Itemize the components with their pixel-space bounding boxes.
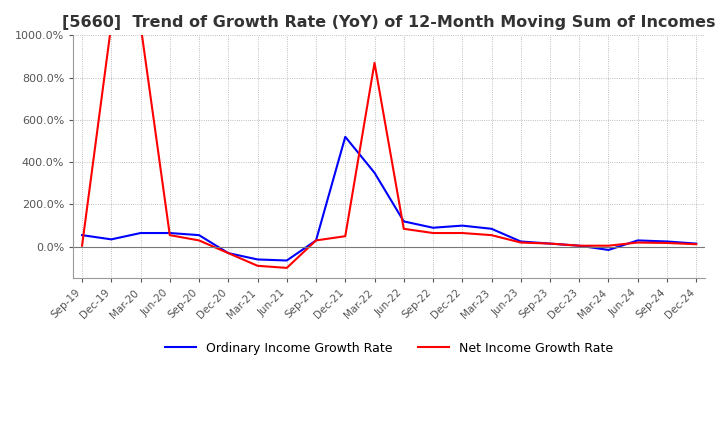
Net Income Growth Rate	[458, 231, 467, 236]
Net Income Growth Rate	[516, 240, 525, 245]
Net Income Growth Rate	[634, 240, 642, 245]
Net Income Growth Rate	[604, 243, 613, 248]
Ordinary Income Growth Rate	[487, 226, 496, 231]
Ordinary Income Growth Rate	[400, 219, 408, 224]
Ordinary Income Growth Rate	[194, 232, 203, 238]
Ordinary Income Growth Rate	[107, 237, 116, 242]
Net Income Growth Rate	[487, 232, 496, 238]
Ordinary Income Growth Rate	[166, 231, 174, 236]
Net Income Growth Rate	[166, 232, 174, 238]
Net Income Growth Rate	[282, 265, 291, 271]
Net Income Growth Rate	[428, 231, 437, 236]
Net Income Growth Rate	[224, 250, 233, 256]
Net Income Growth Rate	[692, 242, 701, 247]
Ordinary Income Growth Rate	[692, 241, 701, 246]
Net Income Growth Rate	[78, 243, 86, 248]
Ordinary Income Growth Rate	[604, 247, 613, 253]
Ordinary Income Growth Rate	[224, 250, 233, 256]
Ordinary Income Growth Rate	[312, 238, 320, 243]
Net Income Growth Rate	[253, 263, 262, 268]
Ordinary Income Growth Rate	[458, 223, 467, 228]
Ordinary Income Growth Rate	[370, 170, 379, 176]
Net Income Growth Rate	[136, 22, 145, 27]
Ordinary Income Growth Rate	[662, 239, 671, 244]
Net Income Growth Rate	[575, 243, 584, 248]
Line: Net Income Growth Rate: Net Income Growth Rate	[82, 25, 696, 268]
Ordinary Income Growth Rate	[253, 257, 262, 262]
Ordinary Income Growth Rate	[634, 238, 642, 243]
Ordinary Income Growth Rate	[282, 258, 291, 263]
Net Income Growth Rate	[662, 240, 671, 246]
Net Income Growth Rate	[107, 22, 116, 27]
Ordinary Income Growth Rate	[516, 239, 525, 244]
Legend: Ordinary Income Growth Rate, Net Income Growth Rate: Ordinary Income Growth Rate, Net Income …	[160, 337, 618, 360]
Net Income Growth Rate	[400, 226, 408, 231]
Title: [5660]  Trend of Growth Rate (YoY) of 12-Month Moving Sum of Incomes: [5660] Trend of Growth Rate (YoY) of 12-…	[63, 15, 716, 30]
Line: Ordinary Income Growth Rate: Ordinary Income Growth Rate	[82, 137, 696, 260]
Net Income Growth Rate	[341, 234, 350, 239]
Ordinary Income Growth Rate	[341, 134, 350, 139]
Net Income Growth Rate	[546, 241, 554, 246]
Net Income Growth Rate	[370, 60, 379, 66]
Ordinary Income Growth Rate	[428, 225, 437, 231]
Net Income Growth Rate	[312, 238, 320, 243]
Ordinary Income Growth Rate	[546, 241, 554, 246]
Ordinary Income Growth Rate	[78, 232, 86, 238]
Ordinary Income Growth Rate	[136, 231, 145, 236]
Ordinary Income Growth Rate	[575, 243, 584, 248]
Net Income Growth Rate	[194, 238, 203, 243]
